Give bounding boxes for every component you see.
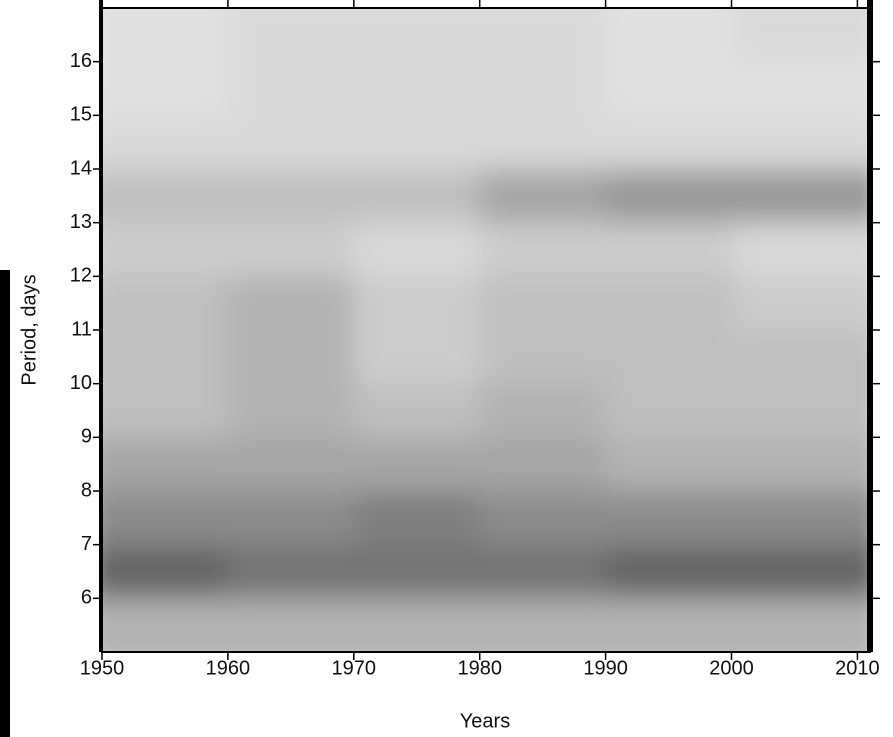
heatmap-cell <box>605 598 735 652</box>
heatmap-cell <box>479 276 606 330</box>
heatmap-cell <box>605 491 735 545</box>
heatmap-cell <box>605 222 735 277</box>
heatmap-cell <box>479 115 606 169</box>
heatmap-cell <box>227 276 354 330</box>
y-tick-label: 9 <box>81 426 92 448</box>
heatmap-cell <box>605 115 735 169</box>
heatmap-cell <box>102 8 228 62</box>
heatmap-cell <box>102 383 228 438</box>
heatmap-cell <box>479 491 606 545</box>
heatmap-cell <box>734 115 870 169</box>
heatmap-cell <box>227 544 354 599</box>
x-tick-label: 2000 <box>709 657 754 679</box>
heatmap-cell <box>479 598 606 652</box>
heatmap-cell <box>227 330 354 384</box>
heatmap-cell <box>102 222 228 277</box>
y-tick-label: 12 <box>70 265 92 287</box>
y-tick-label: 15 <box>70 104 92 126</box>
heatmap-cell <box>605 169 735 223</box>
heatmap-cell <box>734 544 870 599</box>
heatmap-cell <box>734 491 870 545</box>
heatmap-cell <box>353 437 480 491</box>
x-tick-label: 1960 <box>206 657 251 679</box>
heatmap-cell <box>353 115 480 169</box>
y-tick-label: 11 <box>71 318 92 340</box>
heatmap-cell <box>734 598 870 652</box>
y-tick-label: 10 <box>70 372 92 394</box>
heatmap-cell <box>479 383 606 438</box>
y-tick-label: 7 <box>81 533 92 555</box>
heatmap-cell <box>227 437 354 491</box>
heatmap-cell <box>605 61 735 116</box>
heatmap-cell <box>227 169 354 223</box>
heatmap-cell <box>353 544 480 599</box>
heatmap-cell <box>734 169 870 223</box>
heatmap-cell <box>102 169 228 223</box>
x-tick-label: 1970 <box>332 657 377 679</box>
heatmap-cell <box>102 115 228 169</box>
heatmap-cell <box>734 330 870 384</box>
heatmap-cells <box>102 8 870 652</box>
heatmap-cell <box>353 330 480 384</box>
heatmap-cell <box>227 383 354 438</box>
x-axis-label: Years <box>460 710 510 732</box>
x-tick-label: 2010 <box>835 657 880 679</box>
edge-bar <box>0 270 10 737</box>
heatmap-cell <box>479 437 606 491</box>
heatmap-cell <box>227 115 354 169</box>
heatmap-cell <box>479 222 606 277</box>
heatmap-cell <box>605 437 735 491</box>
y-tick-label: 13 <box>70 211 92 233</box>
heatmap-cell <box>353 598 480 652</box>
heatmap-cell <box>102 61 228 116</box>
heatmap-cell <box>479 544 606 599</box>
heatmap-cell <box>227 8 354 62</box>
heatmap-cell <box>605 544 735 599</box>
heatmap-cell <box>353 169 480 223</box>
heatmap-cell <box>353 276 480 330</box>
heatmap-cell <box>227 491 354 545</box>
heatmap-cell <box>102 437 228 491</box>
heatmap-cell <box>479 169 606 223</box>
heatmap-cell <box>605 8 735 62</box>
heatmap-cell <box>227 222 354 277</box>
heatmap-cell <box>734 61 870 116</box>
y-tick-label: 6 <box>81 587 92 609</box>
heatmap-cell <box>734 276 870 330</box>
heatmap <box>102 8 870 652</box>
heatmap-cell <box>353 8 480 62</box>
heatmap-cell <box>102 491 228 545</box>
heatmap-cell <box>227 61 354 116</box>
heatmap-cell <box>102 598 228 652</box>
heatmap-cell <box>605 330 735 384</box>
x-tick-label: 1950 <box>80 657 125 679</box>
heatmap-cell <box>734 222 870 277</box>
y-tick-label: 16 <box>70 50 92 72</box>
y-tick-label: 8 <box>81 479 92 501</box>
heatmap-cell <box>605 276 735 330</box>
x-tick-label: 1980 <box>457 657 502 679</box>
heatmap-cell <box>353 61 480 116</box>
heatmap-cell <box>102 276 228 330</box>
heatmap-cell <box>353 222 480 277</box>
heatmap-cell <box>605 383 735 438</box>
y-tick-label: 14 <box>70 157 92 179</box>
heatmap-cell <box>479 8 606 62</box>
x-tick-label: 1990 <box>583 657 628 679</box>
heatmap-cell <box>734 383 870 438</box>
heatmap-cell <box>353 383 480 438</box>
y-axis-label: Period, days <box>18 274 40 385</box>
heatmap-cell <box>734 437 870 491</box>
heatmap-cell <box>479 330 606 384</box>
heatmap-cell <box>102 544 228 599</box>
heatmap-cell <box>353 491 480 545</box>
heatmap-cell <box>102 330 228 384</box>
heatmap-cell <box>734 8 870 62</box>
heatmap-cell <box>479 61 606 116</box>
heatmap-cell <box>227 598 354 652</box>
